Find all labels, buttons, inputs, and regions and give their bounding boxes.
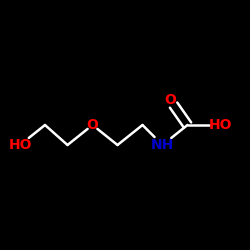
Text: O: O: [86, 118, 99, 132]
Text: NH: NH: [151, 138, 174, 152]
Text: O: O: [164, 93, 176, 107]
Text: HO: HO: [8, 138, 32, 152]
Text: HO: HO: [208, 118, 232, 132]
